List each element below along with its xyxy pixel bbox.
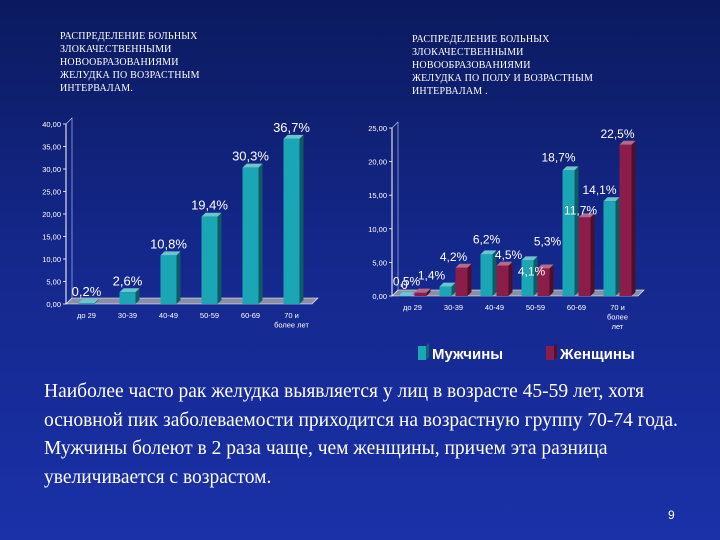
sex-age-y-tick-label: 5,00 bbox=[372, 258, 387, 267]
page-number: 9 bbox=[668, 508, 675, 522]
age-x-tick-label: 60-69 bbox=[241, 311, 260, 320]
age-bar bbox=[242, 163, 263, 304]
sex-age-bar bbox=[578, 213, 595, 296]
sex-age-data-label: 0,5% bbox=[393, 275, 421, 289]
sex-age-bar bbox=[521, 256, 538, 296]
legend-men: Мужчины bbox=[418, 343, 503, 363]
age-y-tick-label: 20,00 bbox=[42, 210, 61, 219]
sex-age-y-tick-label: 0,00 bbox=[372, 292, 387, 301]
sex-age-data-label: 4,5% bbox=[495, 248, 523, 262]
sex-age-data-label: 0 bbox=[401, 278, 408, 292]
age-y-tick-label: 15,00 bbox=[42, 233, 61, 242]
chart-title-age: РАСПРЕДЕЛЕНИЕ БОЛЬНЫХ ЗЛОКАЧЕСТВЕННЫМИ Н… bbox=[60, 31, 200, 94]
age-bar bbox=[201, 212, 222, 304]
chart-title-sex-age: РАСПРЕДЕЛЕНИЕ БОЛЬНЫХ ЗЛОКАЧЕСТВЕННЫМИ Н… bbox=[412, 34, 594, 97]
sex-age-x-tick-label: до 29 bbox=[403, 303, 422, 312]
age-bar bbox=[283, 134, 304, 304]
legend-women-swatch bbox=[546, 346, 554, 360]
age-data-label: 0,2% bbox=[72, 284, 102, 299]
sex-age-bar bbox=[414, 288, 431, 296]
age-bar bbox=[78, 299, 99, 304]
age-data-label: 36,7% bbox=[273, 120, 310, 135]
age-data-label: 30,3% bbox=[232, 149, 269, 164]
sex-age-y-tick-label: 20,00 bbox=[368, 158, 387, 167]
age-data-label: 2,6% bbox=[113, 273, 143, 288]
age-y-tick-label: 25,00 bbox=[42, 188, 61, 197]
age-x-tick-label: 70 и более лет bbox=[274, 311, 309, 330]
legend-women: Женщины bbox=[546, 343, 635, 363]
age-x-tick-label: до 29 bbox=[77, 311, 96, 320]
sex-age-bar bbox=[455, 263, 472, 296]
sex-age-y-tick-label: 10,00 bbox=[368, 225, 387, 234]
sex-age-axes: 0,00 5,00 10,00 15,00 20,00 25,00 до 29 30-39 40… bbox=[368, 121, 645, 331]
sex-age-data-label: 6,2% bbox=[473, 232, 501, 246]
sex-age-bar bbox=[619, 140, 636, 296]
sex-age-x-tick-label: 70 и более лет bbox=[607, 303, 628, 331]
age-y-tick-label: 30,00 bbox=[42, 165, 61, 174]
age-data-label: 10,8% bbox=[150, 236, 187, 251]
sex-age-x-tick-label: 50-59 bbox=[526, 303, 545, 312]
sex-age-x-tick-label: 40-49 bbox=[485, 303, 504, 312]
sex-age-data-label: 5,3% bbox=[534, 234, 562, 248]
sex-age-bar bbox=[603, 197, 620, 296]
legend: Мужчины Женщины bbox=[418, 343, 635, 363]
sex-age-series-0: 0 1,4% 6,2% 5,3% 18,7% 14,1% bbox=[398, 150, 620, 297]
legend-men-label: Мужчины bbox=[432, 346, 503, 363]
age-y-tick-label: 35,00 bbox=[42, 143, 61, 152]
summary-text: Наиболее часто рак желудка выявляется у … bbox=[44, 381, 678, 488]
sex-age-bar bbox=[562, 166, 579, 296]
sex-age-y-tick-label: 25,00 bbox=[368, 124, 387, 133]
legend-women-label: Женщины bbox=[559, 346, 635, 363]
age-data-label: 19,4% bbox=[191, 198, 228, 213]
sex-age-bar bbox=[496, 261, 513, 296]
sex-age-data-label: 4,1% bbox=[518, 264, 546, 278]
sex-age-bar bbox=[439, 282, 456, 296]
age-x-tick-label: 50-59 bbox=[200, 311, 219, 320]
sex-age-data-label: 22,5% bbox=[600, 127, 634, 141]
sex-age-data-label: 1,4% bbox=[418, 269, 446, 283]
sex-age-x-tick-label: 60-69 bbox=[567, 303, 586, 312]
age-series-0: 0,2% 2,6% 10,8% 19,4% 30,3% 36,7% bbox=[72, 120, 310, 304]
sex-age-data-label: 14,1% bbox=[582, 183, 616, 197]
sex-age-y-tick-label: 15,00 bbox=[368, 191, 387, 200]
sex-age-x-tick-label: 30-39 bbox=[444, 303, 463, 312]
sex-age-bar bbox=[537, 264, 554, 296]
sex-age-data-label: 4,2% bbox=[440, 250, 468, 264]
sex-age-data-label: 18,7% bbox=[541, 150, 575, 164]
sex-age-bar bbox=[398, 292, 415, 297]
sex-age-y-axis-depth bbox=[391, 121, 399, 297]
age-x-tick-label: 40-49 bbox=[159, 311, 178, 320]
age-y-tick-label: 5,00 bbox=[46, 278, 61, 287]
age-y-tick-label: 10,00 bbox=[42, 255, 61, 264]
age-y-tick-label: 40,00 bbox=[42, 120, 61, 129]
age-bar bbox=[160, 251, 181, 304]
legend-men-swatch bbox=[418, 346, 426, 360]
sex-age-bar bbox=[480, 250, 497, 296]
age-y-tick-label: 0,00 bbox=[46, 300, 61, 309]
age-bar bbox=[119, 288, 140, 304]
age-x-tick-label: 30-39 bbox=[118, 311, 137, 320]
sex-age-data-label: 11,7% bbox=[564, 203, 597, 217]
sex-age-series-1: 0,5% 4,2% 4,5% 4,1% 11,7% 22,5% bbox=[393, 127, 636, 296]
